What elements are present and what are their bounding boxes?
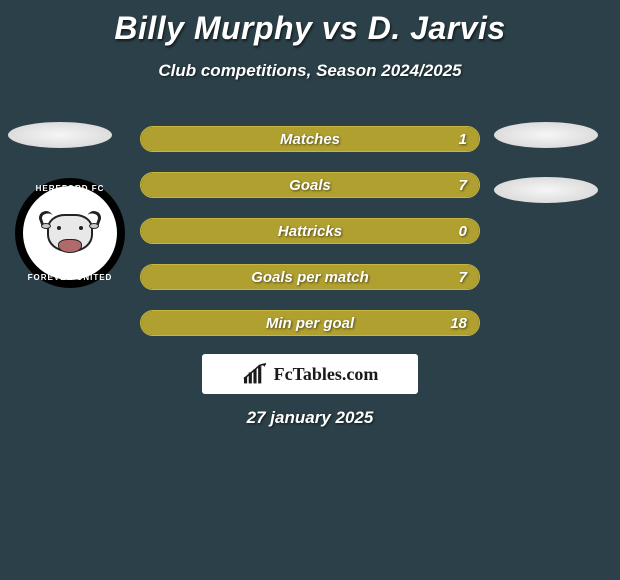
stat-value: 7 (459, 265, 467, 290)
stat-label: Hattricks (141, 219, 479, 244)
barchart-icon (242, 363, 268, 385)
bull-icon (39, 209, 101, 257)
brand-text: FcTables.com (274, 364, 379, 385)
stat-value: 7 (459, 173, 467, 198)
player-left-avatar-placeholder (8, 122, 112, 148)
page-subtitle: Club competitions, Season 2024/2025 (0, 61, 620, 81)
page-title: Billy Murphy vs D. Jarvis (0, 0, 620, 47)
stat-value: 0 (459, 219, 467, 244)
stat-row: Goals per match7 (140, 264, 480, 290)
badge-top-text: HEREFORD FC (15, 184, 125, 193)
stat-value: 18 (450, 311, 467, 336)
stat-row: Min per goal18 (140, 310, 480, 336)
stat-label: Min per goal (141, 311, 479, 336)
brand-box[interactable]: FcTables.com (202, 354, 418, 394)
stat-value: 1 (459, 127, 467, 152)
stat-row: Goals7 (140, 172, 480, 198)
badge-bottom-text: FOREVER UNITED (15, 273, 125, 282)
infographic-root: Billy Murphy vs D. Jarvis Club competiti… (0, 0, 620, 580)
player-right-avatar-placeholder (494, 122, 598, 148)
stat-label: Goals per match (141, 265, 479, 290)
club-badge: HEREFORD FC FOREVER UNITED (15, 178, 125, 288)
stat-rows: Matches1Goals7Hattricks0Goals per match7… (140, 126, 480, 356)
player-right-club-placeholder (494, 177, 598, 203)
stat-row: Matches1 (140, 126, 480, 152)
stat-row: Hattricks0 (140, 218, 480, 244)
footer-date: 27 january 2025 (0, 408, 620, 428)
stat-label: Goals (141, 173, 479, 198)
stat-label: Matches (141, 127, 479, 152)
